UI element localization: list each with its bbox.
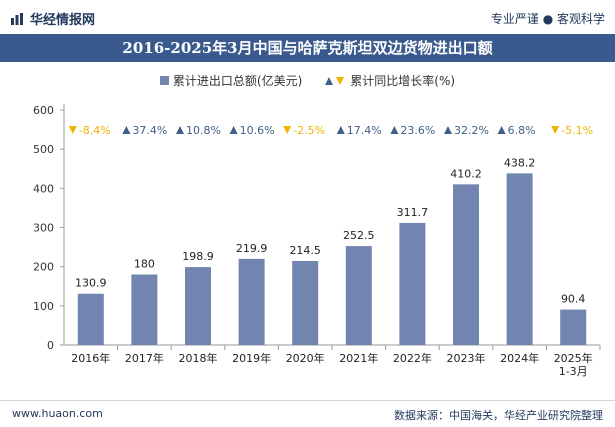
legend-item-total: 累计进出口总额(亿美元) [159, 72, 303, 89]
bar [345, 246, 372, 345]
x-tick-label: 2023年 [447, 351, 486, 365]
legend-label-total: 累计进出口总额(亿美元) [172, 74, 303, 88]
footer: www.huaon.com 数据来源：中国海关，华经产业研究院整理 [0, 400, 615, 427]
growth-rate-label: 23.6% [400, 124, 435, 137]
bar-value-label: 410.2 [450, 167, 482, 180]
legend-item-growth: 累计同比增长率(%) [324, 72, 455, 89]
x-tick-label: 2019年 [232, 351, 271, 365]
bar [560, 309, 587, 345]
growth-rate-label: 6.8% [508, 124, 536, 137]
x-tick-label: 2022年 [393, 351, 432, 365]
bar [131, 274, 158, 345]
x-tick-label: 2020年 [286, 351, 325, 365]
bar [399, 222, 426, 345]
growth-rate-label: 17.4% [347, 124, 382, 137]
triangle-up-down-icon [325, 76, 345, 85]
x-tick-label: 2016年 [71, 351, 110, 365]
growth-up-marker [390, 126, 399, 134]
bar [185, 267, 211, 345]
bar-value-label: 198.9 [182, 250, 214, 263]
bar-value-label: 180 [134, 258, 155, 271]
bar [453, 184, 479, 345]
x-tick-label: 2024年 [500, 351, 539, 365]
y-tick-label: 300 [33, 222, 54, 235]
growth-up-marker [336, 126, 345, 134]
growth-rate-label: 32.2% [454, 124, 489, 137]
growth-down-marker [283, 126, 292, 134]
bar [238, 258, 265, 345]
growth-up-marker [444, 126, 452, 134]
growth-rate-label: 10.6% [240, 124, 275, 137]
footer-source: 数据来源：中国海关，华经产业研究院整理 [394, 409, 603, 422]
bar-value-label: 219.9 [236, 242, 268, 255]
brand-name: 华经情报网 [30, 13, 96, 28]
bar-value-label: 130.9 [75, 277, 107, 290]
growth-rate-label: 10.8% [186, 124, 221, 137]
brand: 华经情报网 [10, 9, 95, 28]
growth-down-marker [68, 126, 77, 134]
y-tick-label: 500 [33, 143, 54, 156]
legend-label-growth: 累计同比增长率(%) [350, 74, 456, 88]
growth-up-marker [229, 126, 238, 134]
bar-value-label: 252.5 [343, 229, 375, 242]
bar [506, 173, 533, 345]
x-tick-label: 1-3月 [559, 365, 588, 378]
growth-rate-label: -8.4% [79, 124, 111, 137]
header-bar: 华经情报网 专业严谨 ● 客观科学 [0, 0, 615, 34]
legend: 累计进出口总额(亿美元) 累计同比增长率(%) [0, 72, 615, 89]
y-tick-label: 200 [33, 261, 54, 274]
y-tick-label: 100 [33, 300, 54, 313]
bar [292, 260, 319, 345]
bar [77, 293, 104, 345]
y-tick-label: 400 [33, 182, 54, 195]
x-tick-label: 2021年 [339, 351, 378, 365]
growth-up-marker [176, 126, 184, 134]
growth-up-marker [497, 126, 506, 134]
x-tick-label: 2017年 [125, 351, 164, 365]
tagline: 专业严谨 ● 客观科学 [490, 12, 605, 26]
bar-value-label: 311.7 [397, 206, 429, 219]
x-tick-label: 2025年 [554, 351, 593, 365]
growth-down-marker [551, 126, 560, 134]
y-tick-label: 0 [47, 339, 54, 352]
growth-rate-label: -2.5% [293, 124, 325, 137]
growth-rate-label: 37.4% [132, 124, 167, 137]
bar-value-label: 90.4 [561, 293, 586, 306]
bar-value-label: 438.2 [504, 156, 536, 169]
x-tick-label: 2018年 [179, 351, 218, 365]
footer-url[interactable]: www.huaon.com [12, 407, 103, 420]
growth-up-marker [122, 126, 131, 134]
y-tick-label: 600 [33, 104, 54, 117]
chart-title: 2016-2025年3月中国与哈萨克斯坦双边货物进出口额 [0, 34, 615, 62]
bar-chart-icon [11, 12, 23, 25]
bar-value-label: 214.5 [289, 244, 321, 257]
growth-rate-label: -5.1% [561, 124, 593, 137]
legend-swatch-bar [159, 76, 169, 85]
